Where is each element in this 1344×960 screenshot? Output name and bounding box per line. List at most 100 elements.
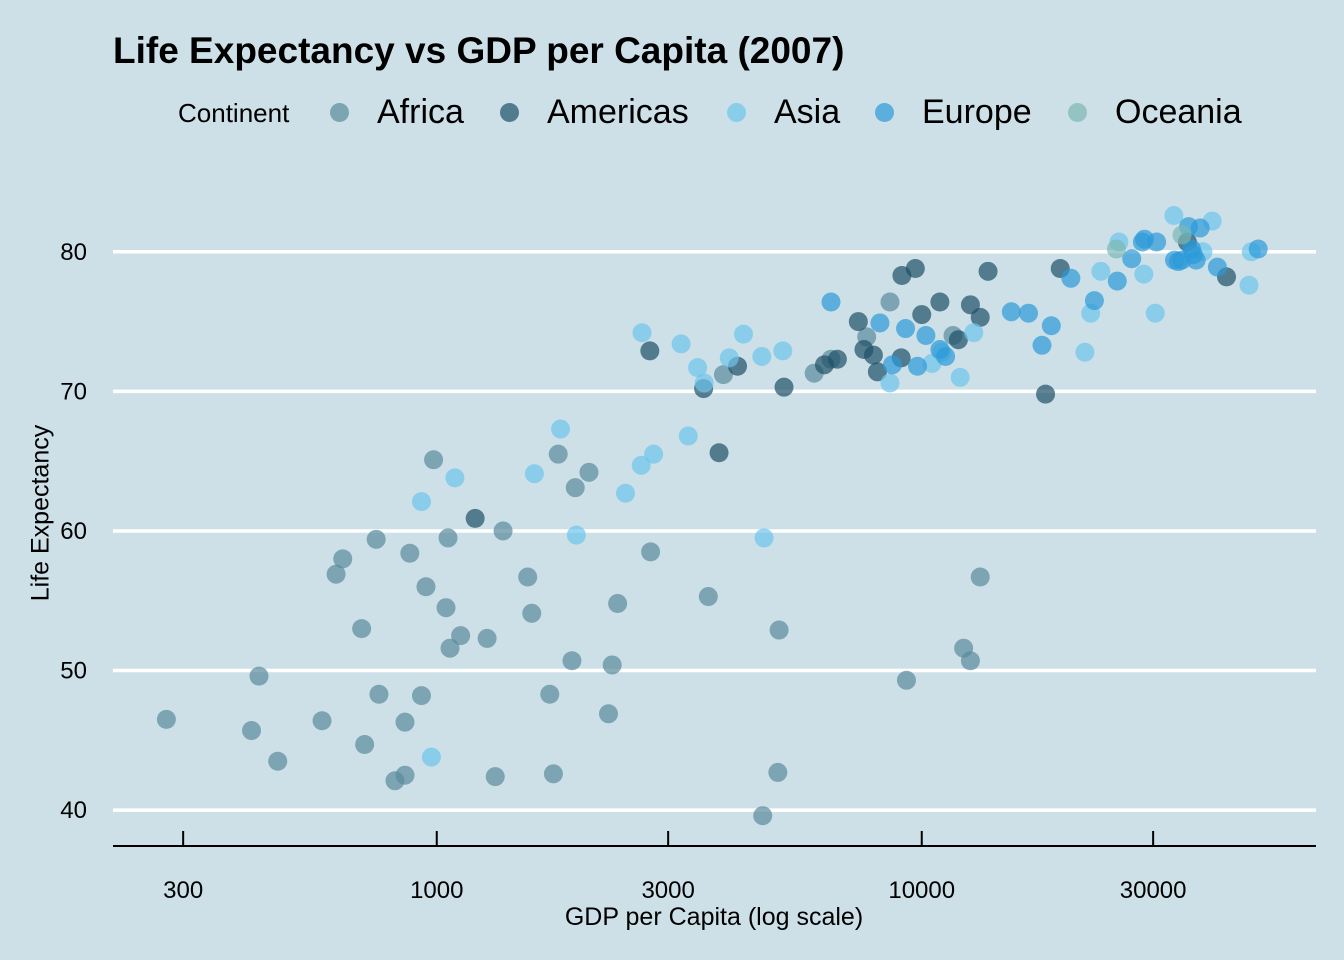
point-africa — [451, 626, 471, 646]
point-asia — [551, 419, 571, 439]
point-asia — [671, 334, 691, 354]
point-africa — [548, 444, 568, 464]
point-africa — [641, 542, 661, 562]
legend-label-asia: Asia — [774, 93, 841, 131]
point-africa — [440, 638, 460, 658]
legend-title: Continent — [178, 98, 290, 128]
point-europe — [1122, 249, 1142, 269]
point-africa — [416, 577, 436, 597]
point-africa — [698, 587, 718, 607]
gridlines — [113, 250, 1316, 812]
point-africa — [355, 735, 375, 754]
point-africa — [436, 598, 456, 618]
point-asia — [880, 373, 900, 393]
y-tick-label: 50 — [60, 658, 87, 685]
point-asia — [754, 528, 774, 548]
point-europe — [1107, 271, 1127, 291]
point-africa — [326, 564, 346, 584]
point-asia — [566, 525, 586, 545]
point-africa — [896, 670, 916, 690]
point-asia — [773, 341, 793, 361]
x-tick-label: 300 — [163, 877, 203, 904]
point-africa — [395, 765, 415, 785]
point-oceania — [1172, 225, 1192, 245]
point-africa — [970, 567, 990, 587]
point-europe — [1032, 335, 1052, 355]
x-tick-label: 30000 — [1120, 877, 1187, 904]
y-tick-label: 40 — [60, 797, 87, 824]
point-africa — [268, 751, 288, 771]
legend-label-oceania: Oceania — [1115, 93, 1242, 131]
point-africa — [366, 529, 386, 549]
point-europe — [1186, 250, 1206, 270]
point-africa — [598, 704, 618, 724]
y-tick-label: 60 — [60, 518, 87, 545]
point-africa — [156, 709, 176, 729]
point-africa — [438, 528, 458, 548]
point-africa — [518, 567, 538, 587]
point-africa — [522, 603, 542, 623]
point-africa — [424, 450, 444, 470]
point-americas — [905, 259, 925, 279]
point-africa — [352, 619, 372, 639]
point-americas — [930, 292, 950, 312]
point-africa — [565, 478, 585, 498]
legend-label-americas: Americas — [547, 93, 689, 131]
axes: 40 50 60 70 80 300 1000 3000 10000 30000 — [60, 239, 1316, 904]
point-africa — [477, 628, 497, 648]
data-points — [156, 205, 1268, 826]
point-americas — [848, 312, 868, 332]
point-asia — [1091, 261, 1111, 281]
point-americas — [709, 443, 729, 463]
point-africa — [768, 762, 788, 782]
point-africa — [312, 711, 332, 731]
point-americas — [1036, 384, 1056, 404]
point-americas — [948, 330, 968, 350]
point-africa — [369, 684, 389, 704]
point-asia — [964, 323, 984, 343]
point-africa — [242, 721, 262, 741]
point-africa — [400, 543, 420, 563]
point-americas — [465, 508, 485, 528]
point-asia — [688, 358, 708, 378]
point-europe — [1190, 218, 1210, 238]
point-americas — [912, 305, 932, 325]
point-americas — [867, 362, 887, 382]
point-europe — [936, 346, 956, 366]
y-tick-label: 70 — [60, 378, 87, 405]
point-europe — [907, 356, 927, 376]
point-africa — [540, 684, 560, 704]
point-asia — [1164, 205, 1184, 225]
point-asia — [678, 426, 698, 446]
y-axis-label: Life Expectancy — [26, 424, 55, 602]
point-europe — [916, 326, 936, 346]
point-americas — [970, 307, 990, 327]
point-americas — [640, 341, 660, 361]
point-europe — [1207, 257, 1227, 277]
point-europe — [896, 319, 916, 339]
point-asia — [719, 348, 739, 368]
point-africa — [543, 764, 563, 784]
point-africa — [493, 521, 513, 541]
point-africa — [395, 712, 415, 732]
point-europe — [1248, 239, 1268, 259]
x-tick-label: 1000 — [410, 877, 463, 904]
point-americas — [978, 261, 998, 281]
point-asia — [524, 464, 544, 484]
legend-key-asia — [727, 103, 746, 122]
point-asia — [1075, 342, 1095, 362]
point-americas — [774, 377, 794, 397]
point-europe — [1147, 232, 1167, 252]
point-asia — [1239, 275, 1259, 295]
point-africa — [562, 651, 582, 671]
point-asia — [733, 324, 753, 344]
point-africa — [880, 292, 900, 312]
legend-label-europe: Europe — [922, 93, 1032, 131]
x-tick-label: 10000 — [888, 877, 955, 904]
legend-key-europe — [875, 103, 894, 122]
legend-label-africa: Africa — [377, 93, 464, 131]
point-europe — [1018, 303, 1038, 323]
point-americas — [827, 349, 847, 369]
legend-key-africa — [330, 103, 349, 122]
